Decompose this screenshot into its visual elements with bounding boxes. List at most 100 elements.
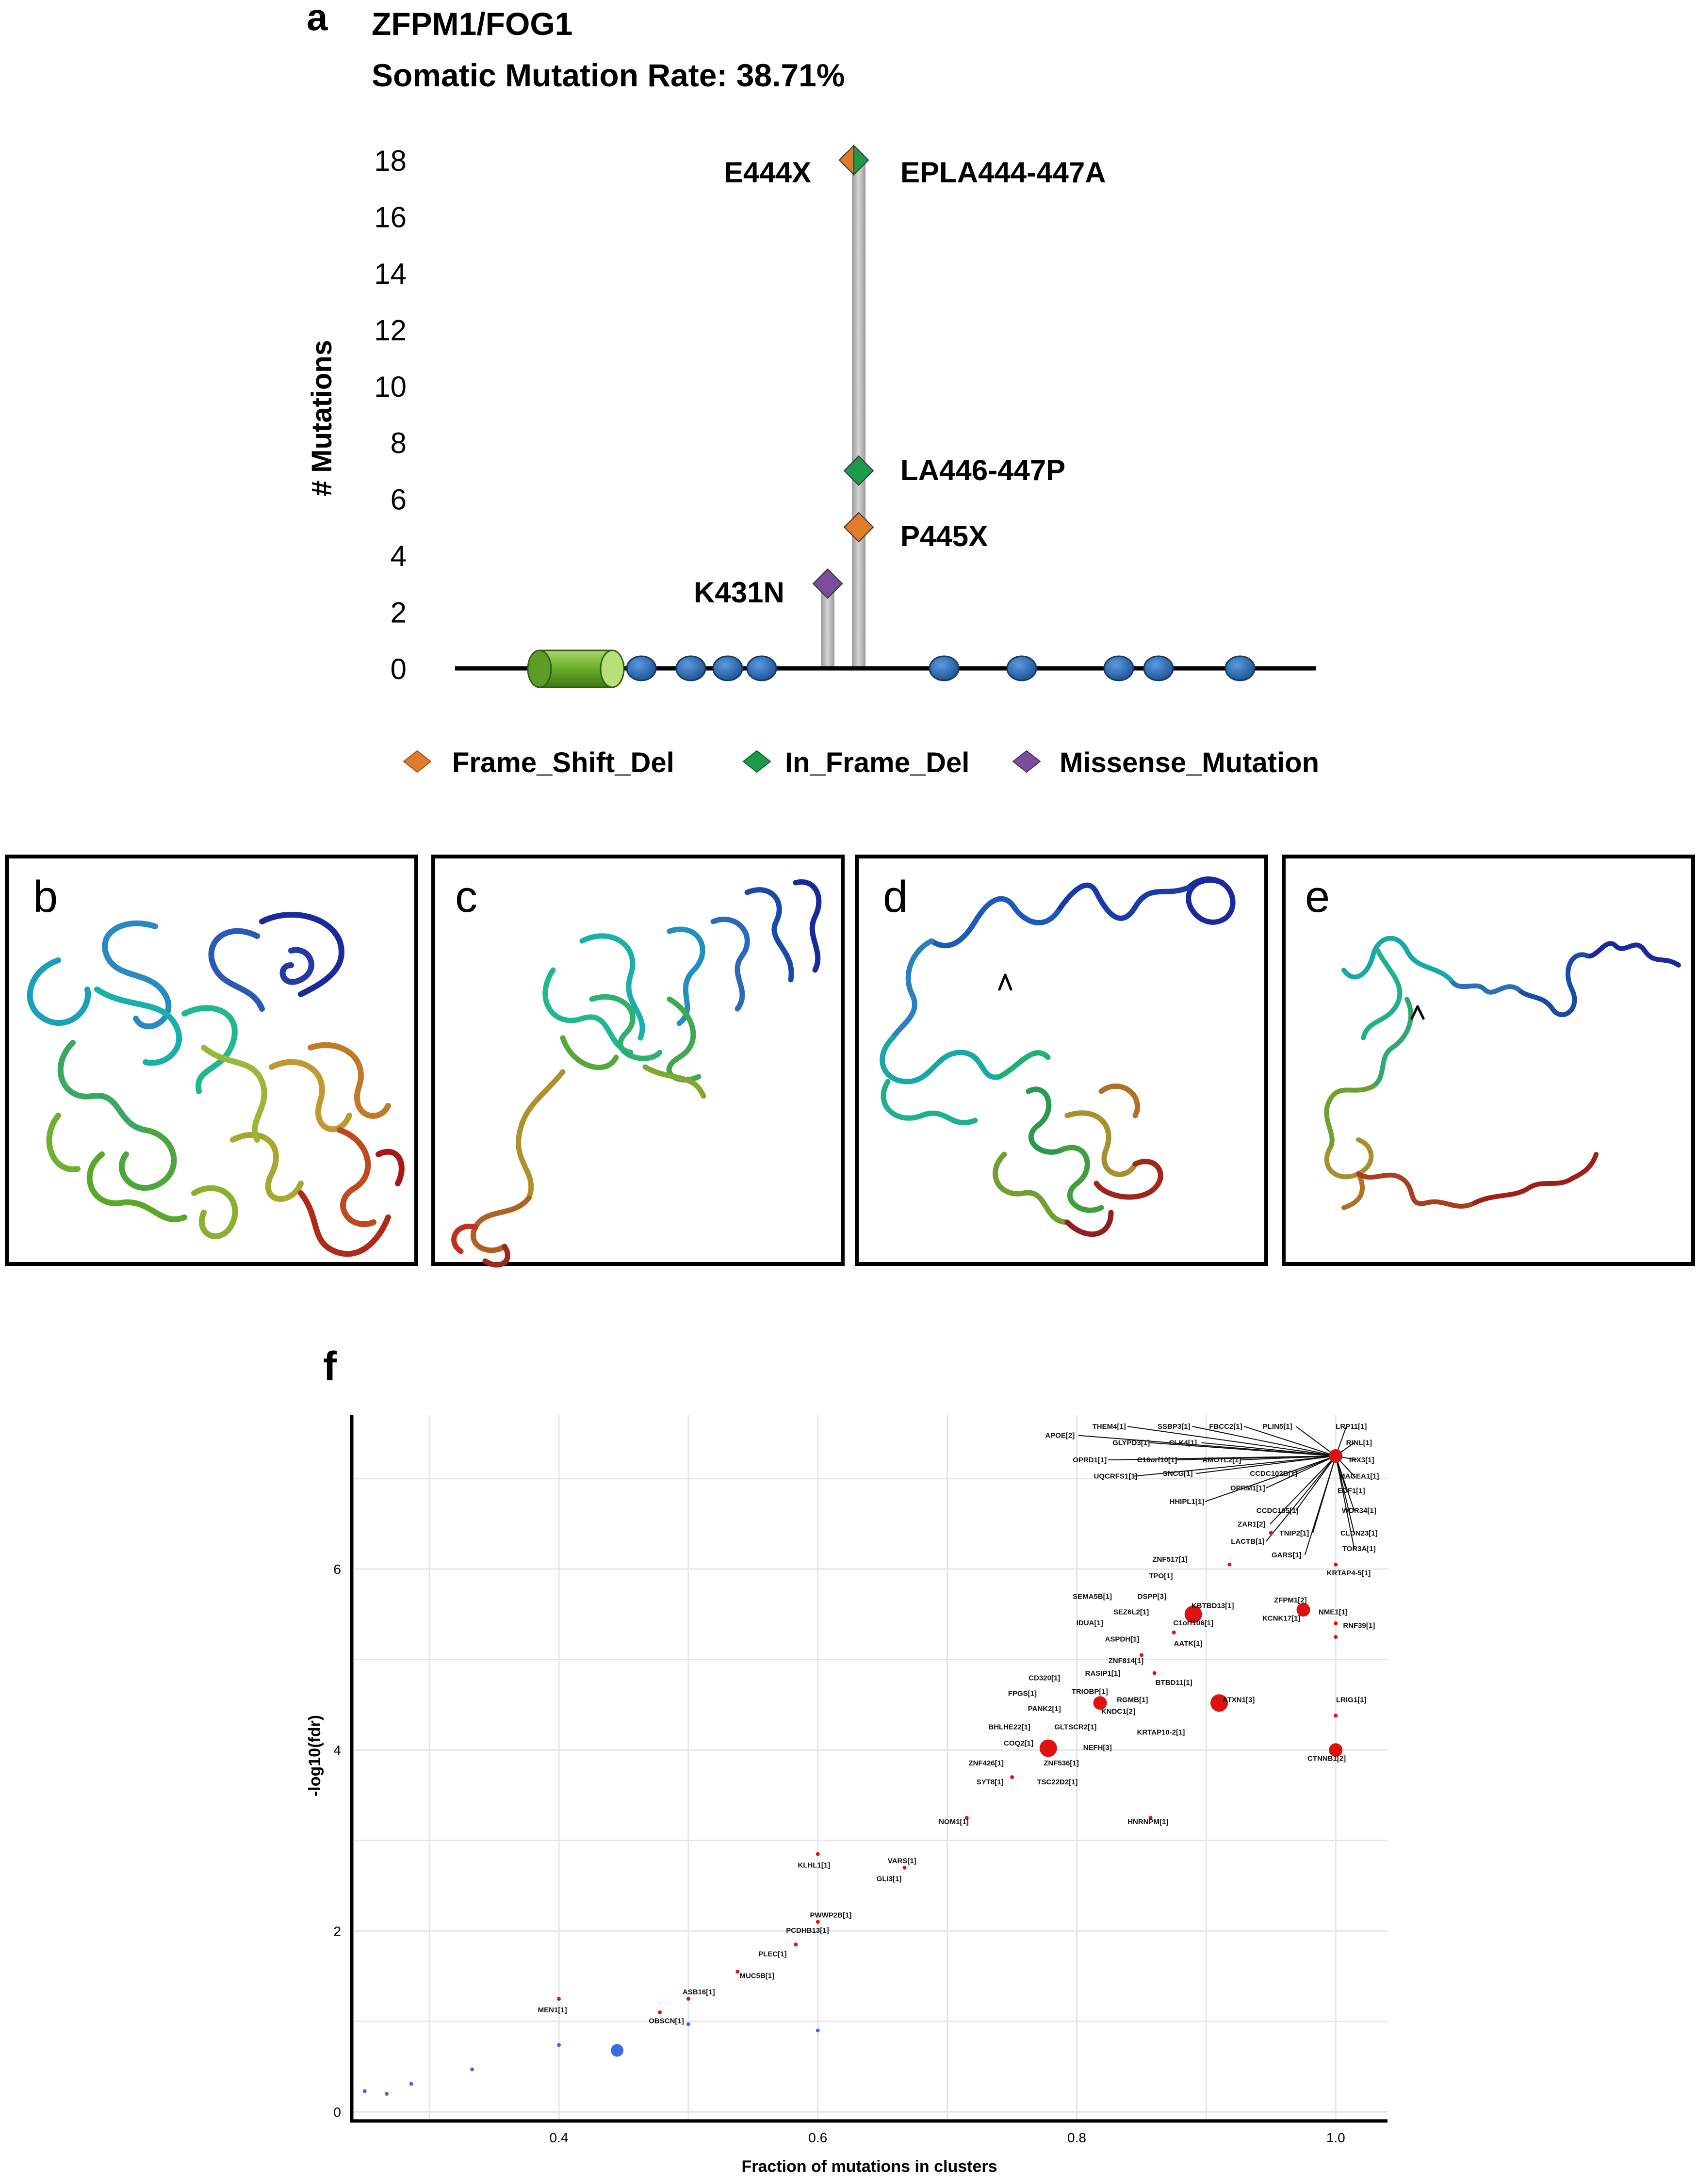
y-tick-2: 2	[391, 597, 407, 629]
panel-d-letter: d	[883, 872, 908, 922]
gene-label-30: TPO[1]	[1149, 1572, 1173, 1580]
gene-label-20: CCDC105[1]	[1257, 1506, 1299, 1515]
leader-0	[1127, 1425, 1336, 1456]
gene-label-67: KLHL1[1]	[798, 1861, 830, 1870]
gene-label-47: TRIOBP[1]	[1072, 1688, 1108, 1696]
gene-label-54: BHLHE22[1]	[988, 1723, 1030, 1731]
scatter-points	[362, 1449, 1343, 2096]
zinc-finger-7	[1103, 655, 1134, 681]
point-19	[816, 1852, 820, 1856]
lollipop-stems	[821, 160, 865, 668]
coiled-domain	[527, 649, 625, 688]
scatter-x-label: Fraction of mutations in clusters	[741, 2157, 997, 2176]
point-7	[1334, 1635, 1338, 1639]
marker-p445x	[843, 512, 874, 543]
panel-c: c	[431, 855, 845, 1268]
gene-label-34: ZFPM1[2]	[1274, 1596, 1307, 1604]
protein-structure-b	[27, 911, 405, 1257]
x-tick-0.6: 0.6	[808, 2130, 827, 2145]
gene-label-57: COQ2[1]	[1004, 1739, 1033, 1747]
gene-label-29: KRTAP4-5[1]	[1327, 1569, 1371, 1577]
panel-a: a ZFPM1/FOG1 Somatic Mutation Rate: 38.7…	[306, 0, 1319, 778]
panel-c-letter: c	[455, 872, 477, 922]
y-tick-16: 16	[374, 201, 407, 233]
point-12	[1210, 1694, 1228, 1712]
gene-label-40: RNF39[1]	[1343, 1621, 1375, 1630]
y-tick-0: 0	[391, 653, 407, 685]
gene-label-8: RINL[1]	[1346, 1439, 1372, 1447]
gene-label-72: MUC5B[1]	[739, 1972, 774, 1980]
gene-label-70: PCDHB13[1]	[786, 1926, 829, 1935]
point-17	[964, 1816, 969, 1820]
gene-label-26: GARS[1]	[1272, 1551, 1302, 1559]
y-tick-4: 4	[333, 1743, 341, 1758]
gene-label-1: SSBP3[1]	[1158, 1423, 1191, 1431]
point-4	[1184, 1605, 1202, 1623]
mutation-label-p445x: P445X	[900, 520, 988, 552]
point-21	[816, 1920, 820, 1924]
gene-label-7: CLK4[1]	[1169, 1439, 1197, 1447]
gene-label-28: ZNF517[1]	[1152, 1555, 1188, 1564]
gene-label-56: KRTAP10-2[1]	[1137, 1728, 1185, 1736]
gene-label-69: PWWP2B[1]	[810, 1911, 852, 1919]
marker-epla444-447a	[853, 144, 869, 176]
gene-label-38: IDUA[1]	[1077, 1619, 1103, 1627]
x-tick-1.0: 1.0	[1326, 2130, 1345, 2145]
label-leader-lines	[1078, 1425, 1357, 1555]
panel-d-frame	[855, 855, 1268, 1266]
point-11	[1093, 1696, 1107, 1710]
gene-label-55: GLTSCR2[1]	[1054, 1723, 1096, 1731]
y-tick-18: 18	[374, 145, 407, 177]
protein-structure-d	[880, 876, 1236, 1237]
mutation-label-e444x: E444X	[724, 156, 811, 189]
gene-label-14: SNCG[1]	[1163, 1470, 1193, 1478]
zinc-finger-6	[1006, 655, 1037, 681]
point-28	[686, 2022, 690, 2026]
gene-label-64: NOM1[1]	[939, 1818, 969, 1826]
point-2	[1227, 1562, 1232, 1567]
legend-in-frame-label: In_Frame_Del	[785, 747, 969, 778]
marker-la446-447p	[843, 455, 874, 486]
y-tick-6: 6	[333, 1562, 341, 1577]
gene-label-31: SEMA5B[1]	[1073, 1593, 1112, 1601]
gene-labels: THEM4[1] SSBP3[1] FBCC2[1] PLIN5[1] LRP11[1]…	[538, 1423, 1379, 2025]
gene-label-24: CLDN23[1]	[1340, 1529, 1378, 1537]
point-24	[686, 1997, 690, 2001]
gene-label-63: TSC22D2[1]	[1037, 1778, 1078, 1786]
point-9	[1139, 1653, 1143, 1657]
point-29	[611, 2044, 624, 2057]
point-10	[1152, 1671, 1157, 1675]
gene-label-62: SYT8[1]	[977, 1778, 1004, 1786]
gene-label-43: ZNF814[1]	[1109, 1657, 1144, 1665]
y-tick-labels: 0 2 4 6 8 10 12 14 16 18	[374, 145, 407, 685]
mutation-label-la446-447p: LA446-447P	[900, 454, 1065, 486]
gene-label-22: ZAR1[2]	[1238, 1520, 1266, 1528]
gene-label-46: CD320[1]	[1029, 1674, 1060, 1682]
point-25	[557, 1997, 561, 2001]
leader-1	[1192, 1426, 1336, 1456]
gene-label-11: AMOTL2[1]	[1202, 1456, 1241, 1464]
gene-label-37: KCNK17[1]	[1262, 1614, 1300, 1622]
gene-label-73: ASB16[1]	[683, 1988, 715, 1996]
panel-b-letter: b	[33, 872, 58, 922]
gene-label-65: HNRNPM[1]	[1127, 1818, 1168, 1826]
point-8	[1172, 1630, 1176, 1634]
y-tick-8: 8	[391, 427, 407, 459]
leader-21	[1335, 1456, 1355, 1511]
gene-label-49: RGMB[1]	[1117, 1696, 1148, 1704]
leader-6	[1149, 1442, 1336, 1456]
gene-label-25: LACTB[1]	[1231, 1537, 1264, 1546]
panel-a-letter: a	[307, 0, 328, 38]
leader-3	[1295, 1426, 1336, 1456]
gene-label-66: VARS[1]	[888, 1857, 916, 1865]
gene-label-21: WDR34[1]	[1342, 1506, 1376, 1515]
gene-label-12: IRX3[1]	[1349, 1456, 1374, 1464]
legend-frame-shift-marker	[403, 750, 432, 773]
y-tick-10: 10	[374, 371, 407, 403]
gene-label-52: PANK2[1]	[1028, 1705, 1061, 1713]
leader-25	[1265, 1456, 1337, 1542]
leader-2	[1244, 1426, 1336, 1456]
point-22	[794, 1942, 798, 1947]
gene-label-44: RASIP1[1]	[1085, 1669, 1121, 1678]
gene-label-75: OBSCN[1]	[649, 2017, 684, 2025]
